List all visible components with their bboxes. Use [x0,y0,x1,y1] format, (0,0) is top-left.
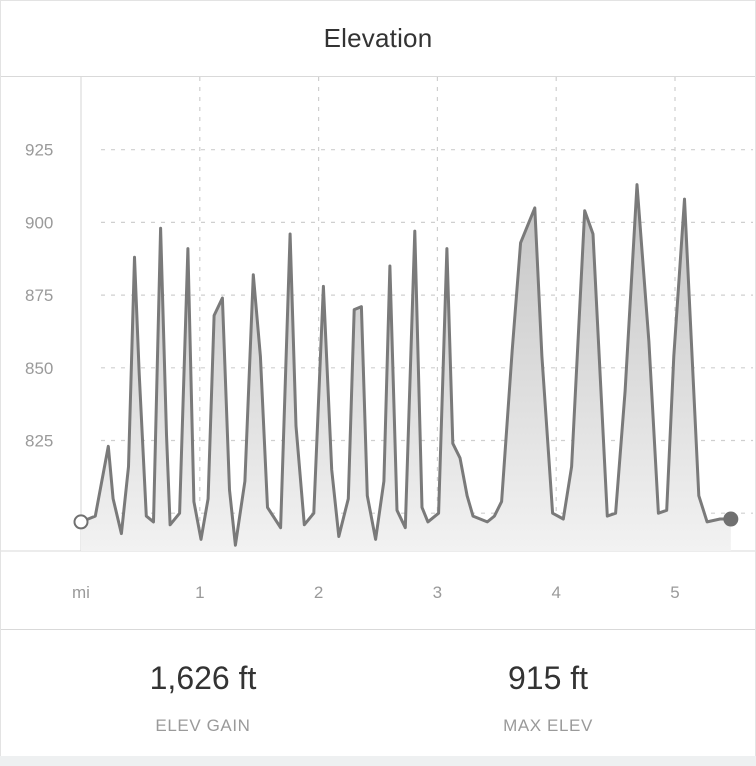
y-tick-label: 825 [25,431,53,450]
y-tick-label: 875 [25,286,53,305]
y-tick-label: 925 [25,141,53,160]
stat-elev-gain: 1,626 ft ELEV GAIN [53,660,353,736]
x-tick-label: 2 [314,583,323,602]
x-tick-label: 3 [433,583,442,602]
stat-max-elev-label: MAX ELEV [503,716,593,735]
x-tick-label: 1 [195,583,204,602]
stat-elev-gain-value: 1,626 ft [149,660,257,696]
bottom-strip [0,756,756,766]
card-title: Elevation [323,23,433,53]
elevation-chart-svg: 925 900 875 850 825 mi 1 2 3 4 5 [1,77,755,602]
stat-max-elev: 915 ft MAX ELEV [398,660,698,736]
y-tick-label: 850 [25,359,53,378]
y-tick-label: 900 [25,213,53,232]
x-axis-unit-label: mi [72,583,90,602]
elevation-chart: 925 900 875 850 825 mi 1 2 3 4 5 [1,77,755,630]
stats-section: 1,626 ft ELEV GAIN 915 ft MAX ELEV [1,630,755,750]
elevation-line [79,183,733,547]
card-header: Elevation [1,1,755,77]
x-tick-label: 4 [551,583,560,602]
end-marker [723,511,739,527]
x-tick-label: 5 [670,583,679,602]
stat-elev-gain-label: ELEV GAIN [155,716,251,735]
start-marker [73,514,89,530]
stat-max-elev-value: 915 ft [507,660,589,696]
